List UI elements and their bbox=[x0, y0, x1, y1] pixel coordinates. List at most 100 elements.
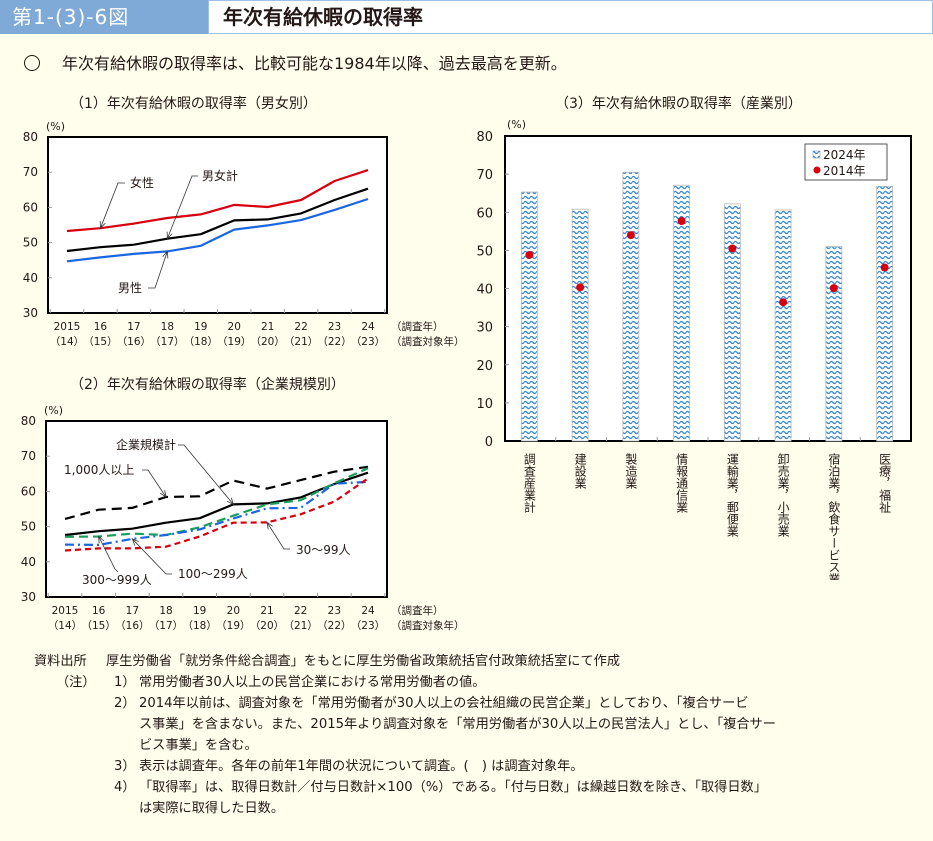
note-line: 4） 「取得率」は、取得日数計／付与日数計×100（%）である。「付与日数」は繰越… bbox=[34, 777, 924, 798]
x-tick-label: 21 bbox=[261, 321, 274, 333]
note-text: ビス事業」を含む。 bbox=[139, 738, 258, 753]
legend-label-2024: 2024年 bbox=[823, 148, 866, 162]
lead-statement: 年次有給休暇の取得率は、比較可能な1984年以降、過去最高を更新。 bbox=[24, 50, 567, 74]
x-tick-label: 20 bbox=[227, 605, 240, 617]
x-tick-label: 24 bbox=[361, 605, 375, 617]
note-text: 2014年以前は、調査対象を「常用労働者が30人以上の会社組織の民営企業」として… bbox=[139, 696, 749, 711]
lead-text: 年次有給休暇の取得率は、比較可能な1984年以降、過去最高を更新。 bbox=[62, 54, 567, 73]
arrowhead-icon bbox=[159, 490, 167, 498]
dot-2014 bbox=[728, 244, 737, 253]
bar-2024 bbox=[774, 209, 792, 442]
note-text: 「取得率」は、取得日数計／付与日数計×100（%）である。「付与日数」は繰越日数… bbox=[139, 780, 767, 795]
note-text: は実際に取得した日数。 bbox=[139, 801, 285, 816]
leader-line bbox=[132, 538, 172, 575]
y-tick-label: 30 bbox=[21, 590, 36, 604]
x-tick-label: 24 bbox=[361, 321, 375, 333]
circle-bullet-icon bbox=[24, 55, 40, 71]
x-tick-label: 16 bbox=[92, 605, 106, 617]
leader-line bbox=[178, 444, 234, 505]
x-tick-sublabel: （15） bbox=[83, 336, 117, 348]
note-number: 1） bbox=[114, 675, 136, 690]
series-line-3 bbox=[66, 197, 369, 263]
x-tick-sublabel: （22） bbox=[317, 336, 351, 348]
y-tick-label: 40 bbox=[23, 271, 38, 285]
bar-2024 bbox=[520, 191, 538, 442]
note-number: 4） bbox=[114, 780, 136, 795]
series-line-5 bbox=[64, 477, 369, 552]
note-line: （注） 1） 常用労働者30人以上の民営企業における常用労働者の値。 bbox=[34, 672, 924, 693]
x-tick-label: 調査産業計 bbox=[522, 453, 536, 513]
y-axis-unit: (%) bbox=[507, 118, 526, 131]
note-number: 3） bbox=[114, 759, 136, 774]
x-tick-sublabel: （14） bbox=[48, 620, 82, 632]
x-tick-sublabel: （18） bbox=[182, 620, 216, 632]
y-tick-label: 70 bbox=[21, 449, 36, 463]
legend-label-2014: 2014年 bbox=[823, 164, 866, 178]
note-line: ス事業」を含まない。また、2015年より調査対象を「常用労働者が30人以上の民営… bbox=[34, 714, 924, 735]
series-label: 女性 bbox=[130, 175, 154, 190]
series-label: 30～99人 bbox=[296, 543, 351, 557]
x-tick-label: 宿泊業，飲食サービス業 bbox=[827, 452, 841, 580]
arrowhead-icon bbox=[266, 521, 273, 530]
x-axis-label: （調査年） bbox=[391, 320, 444, 333]
arrowhead-icon bbox=[226, 497, 234, 506]
y-tick-label: 20 bbox=[476, 359, 493, 374]
chart1-title: （1）年次有給休暇の取得率（男女別） bbox=[70, 96, 317, 112]
note-line: 3） 表示は調査年。各年の前年1年間の状況について調査。( ) は調査対象年。 bbox=[34, 756, 924, 777]
bar-2024 bbox=[876, 185, 894, 442]
arrowhead-icon bbox=[162, 250, 169, 259]
dot-2014 bbox=[880, 263, 889, 272]
x-axis-label: （調査年） bbox=[391, 604, 444, 617]
figure-number: 第1-(3)-6図 bbox=[0, 0, 208, 34]
x-tick-sublabel: （20） bbox=[250, 336, 284, 348]
y-tick-label: 70 bbox=[23, 165, 38, 179]
x-tick-label: 17 bbox=[126, 605, 139, 617]
series-label: 男性 bbox=[118, 281, 142, 295]
x-axis-sublabel: （調査対象年） bbox=[391, 619, 465, 632]
leader-line bbox=[142, 469, 167, 498]
y-tick-label: 50 bbox=[23, 236, 38, 250]
x-tick-sublabel: （16） bbox=[115, 620, 149, 632]
x-tick-sublabel: （17） bbox=[149, 620, 183, 632]
x-tick-sublabel: （23） bbox=[351, 336, 385, 348]
x-tick-label: 22 bbox=[294, 321, 307, 333]
plot-area bbox=[47, 136, 388, 314]
series-line-3 bbox=[64, 467, 369, 538]
x-tick-label: 2015 bbox=[54, 321, 81, 333]
x-tick-sublabel: （17） bbox=[150, 336, 184, 348]
x-tick-label: 製造業 bbox=[624, 453, 638, 489]
leader-line bbox=[166, 175, 198, 239]
y-tick-label: 60 bbox=[476, 206, 493, 221]
chart2-company-size: (%) 30 40 50 60 70 80 2015 （14） 16 （15） 17 （16） 18 （17… bbox=[21, 404, 465, 632]
x-tick-label: 19 bbox=[193, 605, 206, 617]
y-tick-label: 10 bbox=[476, 397, 493, 412]
series-label: 男女計 bbox=[202, 168, 238, 183]
x-tick-label: 19 bbox=[194, 321, 207, 333]
x-tick-label: 運輸業，郵便業 bbox=[725, 453, 739, 537]
leader-line bbox=[266, 522, 290, 550]
x-tick-sublabel: （18） bbox=[184, 336, 218, 348]
y-tick-label: 60 bbox=[23, 200, 38, 214]
x-tick-sublabel: （15） bbox=[81, 620, 115, 632]
chart2-title: （2）年次有給休暇の取得率（企業規模別） bbox=[70, 377, 345, 393]
series-label: 1,000人以上 bbox=[64, 463, 134, 477]
chart3-industry: (%) 0 10 20 30 40 50 60 70 80 調査産業計 建設業 製造業 情報通信業 運輸業，… bbox=[476, 118, 912, 580]
x-tick-sublabel: （22） bbox=[317, 620, 351, 632]
arrowhead-icon bbox=[98, 535, 105, 544]
x-axis-sublabel: （調査対象年） bbox=[391, 335, 465, 348]
source-text: 厚生労働省「就労条件総合調査」をもとに厚生労働省政策統括官付政策統括室にて作成 bbox=[106, 654, 621, 669]
y-tick-label: 40 bbox=[21, 555, 36, 569]
note-text: 表示は調査年。各年の前年1年間の状況について調査。( ) は調査対象年。 bbox=[139, 759, 584, 774]
bar-2024 bbox=[673, 184, 691, 442]
dot-2014 bbox=[829, 284, 838, 293]
chart1-gender: (%) 30 40 50 60 70 80 2015 （14） 16 （15） 17 （16） 18 （17… bbox=[23, 120, 465, 348]
note-number: 2） bbox=[114, 696, 136, 711]
legend-box bbox=[804, 143, 888, 181]
bar-2024 bbox=[622, 171, 640, 442]
y-tick-label: 80 bbox=[23, 130, 38, 144]
x-tick-label: 2015 bbox=[52, 605, 79, 617]
y-tick-label: 30 bbox=[476, 321, 493, 336]
bar-2024 bbox=[571, 208, 589, 442]
x-tick-label: 医療，福祉 bbox=[878, 453, 892, 514]
x-tick-label: 18 bbox=[159, 605, 172, 617]
